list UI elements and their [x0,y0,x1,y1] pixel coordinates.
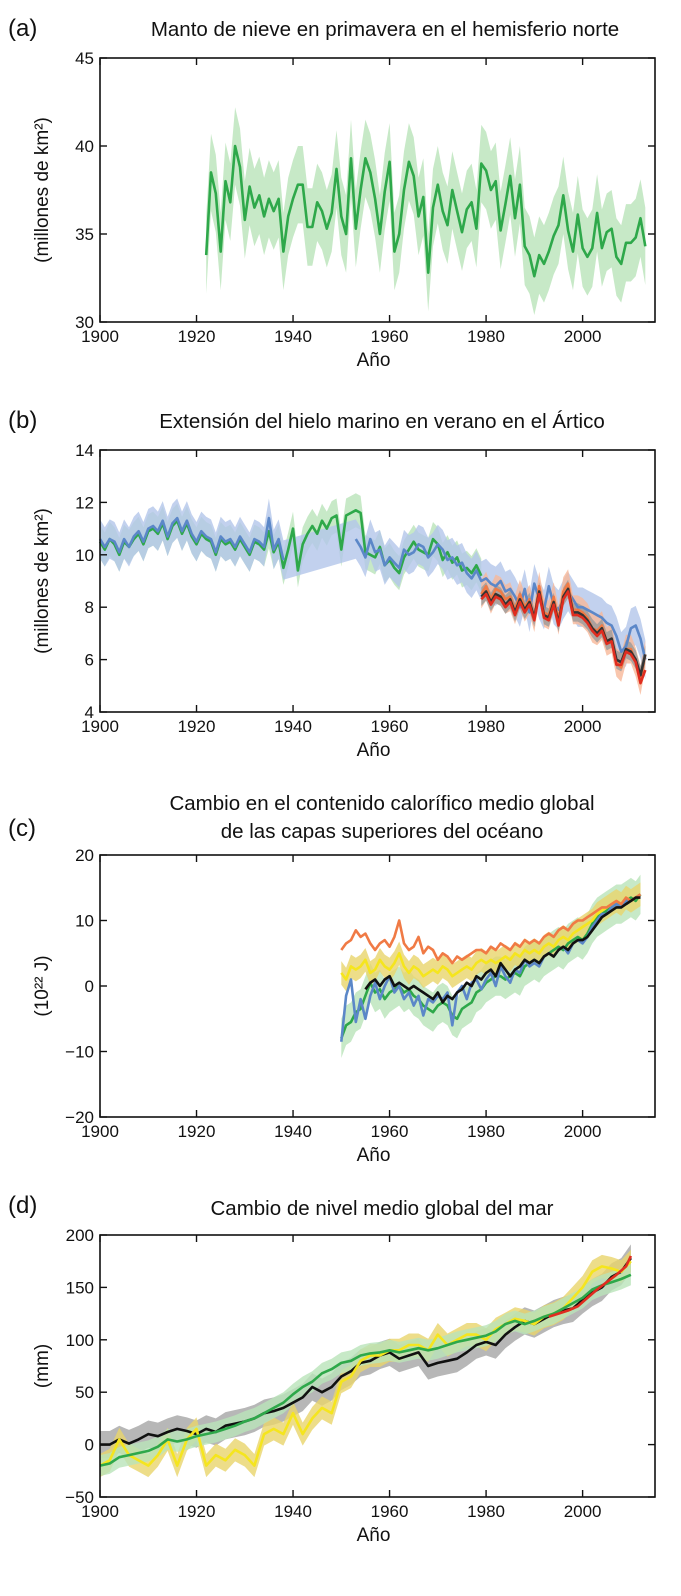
x-tick-label: 1920 [178,1502,216,1521]
plot-area [340,874,642,1058]
y-tick-label: 10 [75,912,94,931]
y-axis-label: (millones de km²) [32,508,53,654]
x-tick-label: 1980 [467,717,505,736]
x-axis-label: Año [357,1145,391,1166]
y-tick-label: −20 [65,1108,94,1127]
series-line-2 [98,516,647,660]
x-tick-label: 2000 [564,327,602,346]
x-tick-label: 2000 [564,717,602,736]
series-line-1 [340,893,642,1039]
y-tick-label: 200 [66,1226,94,1245]
y-tick-label: 6 [85,651,94,670]
y-axis-label: (10²² J) [32,955,53,1016]
y-axis-label: (millones de km²) [32,117,53,263]
y-tick-label: 0 [85,1436,94,1455]
uncertainty-band-2 [341,882,641,992]
y-axis-label: (mm) [32,1344,53,1388]
series-line-5 [364,896,641,1004]
series-line-4 [340,893,642,965]
series-line-1 [100,1257,632,1446]
y-tick-label: 150 [66,1278,94,1297]
series-line-4 [480,587,647,677]
chart-title: de las capas superiores del océano [221,820,544,843]
x-tick-label: 1960 [371,327,409,346]
x-tick-label: 1980 [467,1122,505,1141]
x-tick-label: 1960 [371,1122,409,1141]
y-tick-label: 8 [85,598,94,617]
x-tick-label: 2000 [564,1122,602,1141]
y-tick-label: −50 [65,1488,94,1507]
x-tick-label: 1920 [178,717,216,736]
series-line-5 [480,590,647,685]
x-tick-label: 1960 [371,717,409,736]
x-axis-label: Año [357,1525,391,1546]
series-line-1 [204,144,647,278]
x-tick-label: 1900 [81,327,119,346]
chart-title: Cambio en el contenido calorífico medio … [169,792,594,815]
chart-title: Cambio de nivel medio global del mar [211,1197,554,1220]
x-tick-label: 1980 [467,327,505,346]
x-tick-label: 1940 [274,327,312,346]
x-axis-label: Año [357,740,391,761]
chart-panel-3: (c) Cambio en el contenido calorífico med… [8,792,656,1166]
y-tick-label: 40 [75,137,94,156]
x-tick-label: 1900 [81,1122,119,1141]
y-tick-label: 100 [66,1331,94,1350]
x-tick-label: 1980 [467,1502,505,1521]
y-tick-label: 45 [75,49,94,68]
y-tick-label: 35 [75,225,94,244]
y-tick-label: 30 [75,313,94,332]
y-tick-label: 4 [85,703,94,722]
x-tick-label: 1900 [81,1502,119,1521]
plot-area [99,1244,633,1478]
chart-panel-1: (a) Manto de nieve en primavera en el hem… [8,15,656,371]
x-tick-label: 1940 [274,717,312,736]
y-tick-label: 10 [75,546,94,565]
x-tick-label: 1960 [371,1502,409,1521]
plot-area [98,493,647,695]
panel-label: (d) [8,1192,37,1219]
y-tick-label: 14 [75,441,94,460]
y-tick-label: 20 [75,846,94,865]
chart-title: Extensión del hielo marino en verano en … [159,410,605,433]
plot-frame [99,57,656,323]
chart-panel-2: (b) Extensión del hielo marino en verano … [8,407,656,761]
x-tick-label: 1900 [81,717,119,736]
plot-area [204,107,647,315]
plot-frame [99,1234,656,1498]
x-tick-label: 2000 [564,1502,602,1521]
chart-panel-4: (d) Cambio de nivel medio global del mar 1… [8,1192,656,1546]
x-tick-label: 1940 [274,1122,312,1141]
x-tick-label: 1920 [178,1122,216,1141]
series-line-3 [99,1273,632,1467]
panel-label: (a) [8,15,37,42]
y-tick-label: 12 [75,493,94,512]
panel-label: (c) [8,815,36,842]
series-line-2 [340,893,642,981]
x-tick-label: 1920 [178,327,216,346]
x-axis-label: Año [357,350,391,371]
y-tick-label: 0 [85,977,94,996]
plot-frame [99,449,656,713]
uncertainty-band-1 [206,107,646,315]
chart-title: Manto de nieve en primavera en el hemisf… [151,18,619,41]
y-tick-label: −10 [65,1043,94,1062]
x-tick-label: 1940 [274,1502,312,1521]
series-line-4 [548,1255,633,1318]
panel-label: (b) [8,407,37,434]
y-tick-label: 50 [75,1383,94,1402]
